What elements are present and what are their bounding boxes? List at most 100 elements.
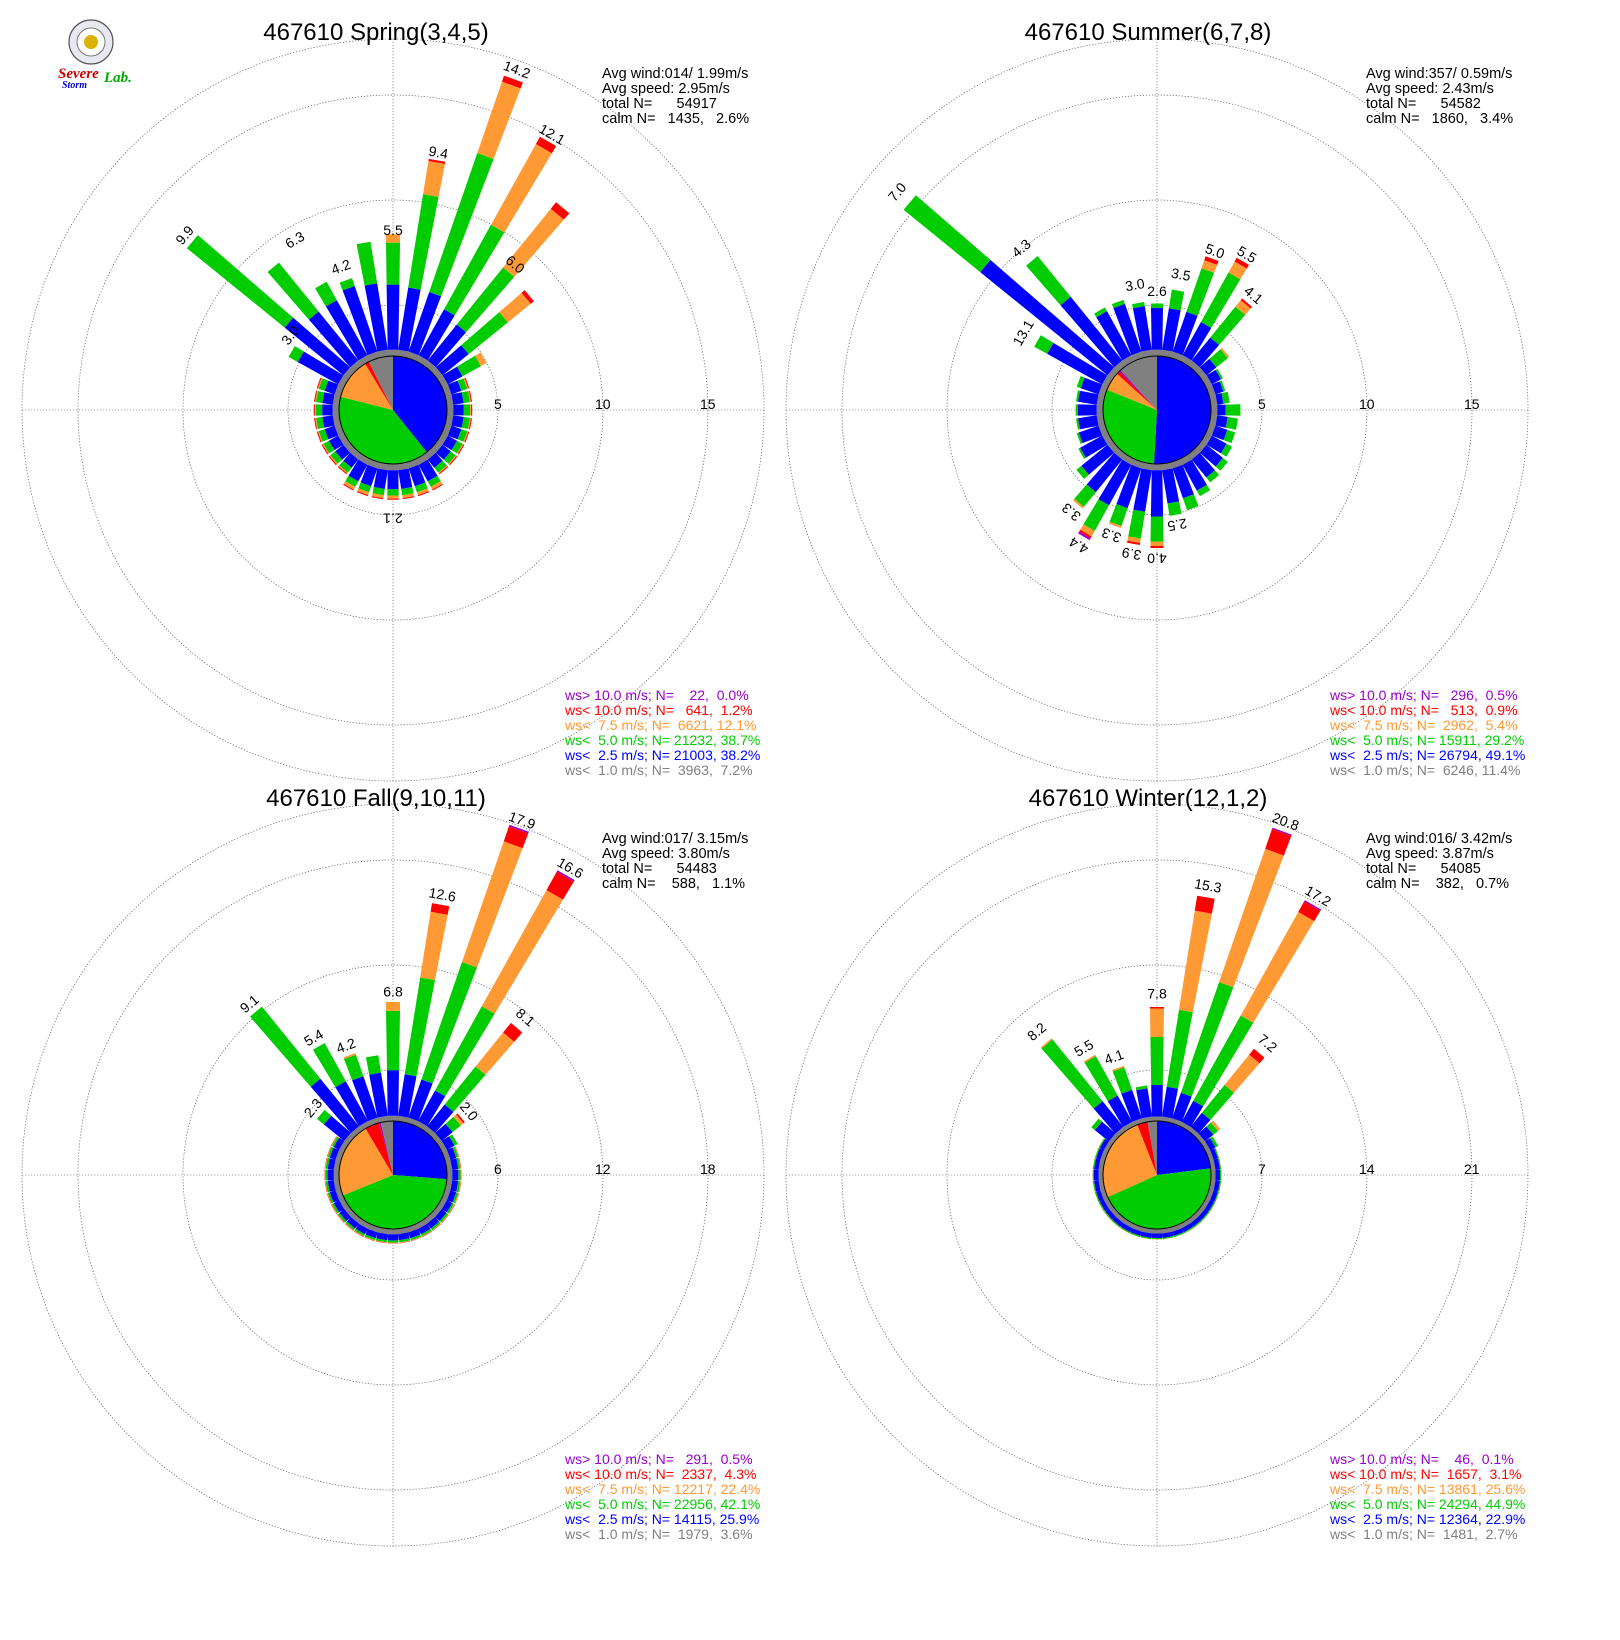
- bar-segment: [325, 1181, 330, 1193]
- logo-lab-text: Lab.: [103, 70, 132, 86]
- pie-slice: [338, 1128, 393, 1196]
- bar-segment: [1210, 1148, 1218, 1160]
- bar-segment: [1102, 432, 1113, 445]
- bar-segment: [375, 1240, 387, 1244]
- bar-segment: [186, 235, 294, 328]
- grid-ring: [182, 964, 604, 1386]
- bar-segment: [427, 324, 467, 368]
- bar-segment: [356, 491, 369, 497]
- bar-segment: [1127, 540, 1141, 545]
- pie-slice: [1119, 370, 1157, 410]
- bar-segment: [1026, 256, 1071, 306]
- bar-segment: [1219, 1180, 1222, 1192]
- bar-segment: [318, 378, 329, 391]
- bar-segment: [1180, 982, 1234, 1097]
- bar-segment: [438, 466, 449, 475]
- bar-segment: [421, 962, 477, 1084]
- bar-segment: [1215, 368, 1223, 380]
- stats-line: total N= 54917: [602, 96, 717, 112]
- bar-segment: [1092, 1158, 1095, 1170]
- bar-segment: [1235, 300, 1251, 315]
- bar-segment: [1199, 444, 1223, 467]
- bar-segment: [1272, 827, 1292, 836]
- bar-segment: [1099, 1138, 1109, 1151]
- bar-segment: [1179, 355, 1192, 366]
- bar-segment: [367, 1224, 380, 1233]
- bar-segment: [1130, 1228, 1142, 1236]
- bar-segment: [438, 465, 448, 474]
- bar-segment: [1131, 459, 1144, 469]
- bar-segment: [1166, 1009, 1193, 1089]
- bar-segment: [1078, 390, 1099, 405]
- bar-segment: [1211, 425, 1228, 441]
- bar-segment: [1086, 452, 1123, 493]
- bar-segment: [1200, 272, 1241, 328]
- bar-segment: [1224, 1054, 1260, 1093]
- bar-segment: [441, 1200, 453, 1213]
- bar-segment: [450, 1158, 459, 1170]
- bar-segment: [408, 1079, 433, 1122]
- bar-segment: [1131, 351, 1144, 361]
- bar-segment: [321, 444, 329, 455]
- bar-segment: [414, 482, 428, 493]
- legend-entry: ws< 7.5 m/s; N= 12217, 22.4%: [564, 1481, 760, 1497]
- pie-slice: [368, 355, 393, 410]
- bar-segment: [333, 1169, 339, 1181]
- bar-segment: [332, 414, 341, 426]
- bar-segment: [371, 496, 384, 500]
- bar-segment: [373, 468, 388, 489]
- bar-segment: [387, 1234, 399, 1241]
- pie-slice: [1117, 371, 1157, 410]
- bar-segment: [1167, 501, 1182, 516]
- bar-segment: [1240, 911, 1315, 1023]
- bar-segment: [337, 1214, 345, 1223]
- bar-segment: [441, 1214, 449, 1224]
- bar-segment: [1078, 425, 1103, 444]
- bar-segment: [1094, 1148, 1100, 1159]
- bar-segment: [1219, 848, 1284, 988]
- bar-segment: [1092, 1158, 1096, 1170]
- bar-segment: [387, 470, 399, 490]
- legend-entry: ws< 10.0 m/s; N= 641, 1.2%: [564, 702, 753, 718]
- bar-segment: [322, 415, 335, 428]
- bar-segment: [331, 1136, 340, 1147]
- speed-pie: [1102, 1120, 1212, 1230]
- bar-segment: [350, 448, 363, 460]
- ring-label: 15: [700, 396, 716, 412]
- bar-segment: [435, 1006, 495, 1097]
- bar-segment: [314, 404, 316, 416]
- bar-total-label: 2.5: [1166, 515, 1188, 534]
- bar-segment: [377, 1227, 389, 1235]
- bar-segment: [442, 366, 463, 385]
- bar-segment: [459, 1157, 462, 1169]
- bar-segment: [354, 1228, 365, 1237]
- bar-segment: [1094, 307, 1107, 318]
- bar-segment: [1219, 380, 1226, 392]
- grid-ring: [287, 1069, 499, 1281]
- bar-segment: [415, 355, 428, 366]
- bar-segment: [377, 462, 389, 471]
- severe-storm-lab-logo: Severe Storm Lab.: [58, 19, 132, 91]
- bar-segment: [1115, 1126, 1127, 1137]
- bar-segment: [387, 495, 399, 499]
- bar-segment: [437, 375, 448, 388]
- bar-segment: [422, 1231, 432, 1238]
- bar-segment: [457, 378, 468, 391]
- stats-line: calm N= 382, 0.7%: [1366, 876, 1509, 892]
- bar-total-label: 3.9: [1120, 544, 1142, 563]
- bar-segment: [371, 493, 384, 499]
- bar-segment: [397, 1227, 409, 1235]
- grid-ring: [946, 964, 1368, 1386]
- bar-segment: [1151, 349, 1163, 356]
- bar-segment: [1041, 1039, 1103, 1109]
- bar-segment: [324, 380, 339, 395]
- bar-segment: [1096, 404, 1103, 416]
- bar-segment: [1078, 415, 1099, 430]
- bar-segment: [342, 286, 378, 356]
- bar-segment: [550, 202, 570, 220]
- stats-line: Avg speed: 3.87m/s: [1366, 846, 1494, 862]
- bar-segment: [460, 1169, 462, 1181]
- bar-segment: [452, 1192, 459, 1204]
- bar-segment: [327, 1169, 334, 1181]
